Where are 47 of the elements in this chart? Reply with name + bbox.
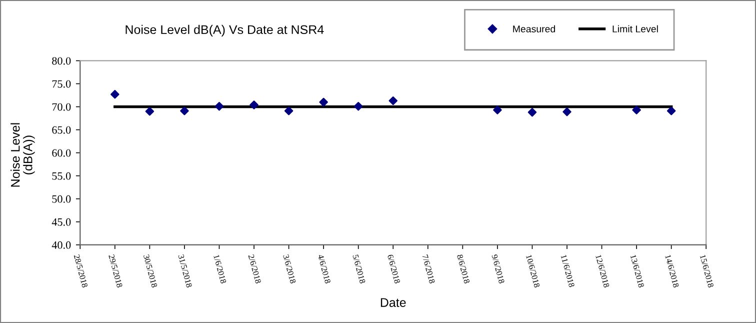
x-tick-label: 5/6/2018 [352,254,366,284]
x-tick-label: 15/6/2018 [700,254,714,288]
y-axis-title: Noise Level (dB(A)) [10,123,35,187]
point [632,106,641,114]
x-tick-label: 3/6/2018 [283,254,296,284]
y-tick-label: 55.0 [52,172,71,180]
point [562,107,572,116]
point [528,108,537,117]
y-tick-label: 65.0 [52,126,71,134]
point [354,102,363,111]
x-tick-label: 8/6/2018 [456,254,470,284]
x-tick-label: 10/6/2018 [526,254,540,288]
y-tick-label: 80.0 [52,57,71,65]
point [180,106,189,116]
y-tick-label: 40.0 [52,241,71,249]
x-axis-title: Date [380,298,406,307]
y-tick-label: 45.0 [52,218,71,226]
y-tick-label: 50.0 [52,195,71,203]
x-tick-label: 7/6/2018 [422,254,436,284]
x-tick-label: 4/6/2018 [318,254,331,284]
x-tick-label: 14/6/2018 [665,254,680,288]
x-tick-label: 31/5/2018 [178,254,192,288]
x-tick-label: 29/5/2018 [108,254,123,288]
x-tick-label: 12/6/2018 [596,254,610,288]
x-tick-label: 2/6/2018 [248,254,262,284]
x-tick-label: 1/6/2018 [214,254,226,284]
legend-label: Limit Level [612,25,658,32]
x-tick-label: 9/6/2018 [492,254,505,284]
x-tick-label: 11/6/2018 [560,254,575,288]
point [250,100,258,110]
legend-label: Measured [513,25,555,32]
point [319,98,328,107]
point [110,90,120,99]
point [666,106,676,116]
y-tick-label: 70.0 [52,103,71,111]
y-tick-label: 75.0 [52,80,71,88]
point [388,96,398,106]
point [214,102,224,111]
y-tick-label: 60.0 [52,149,71,157]
chart-title: Noise Level dB(A) Vs Date at NSR4 [126,24,324,37]
point [145,106,154,116]
x-tick-label: 28/5/2018 [74,254,88,288]
x-tick-label: 6/6/2018 [387,254,400,284]
point [493,106,502,114]
x-tick-label: 13/6/2018 [630,254,644,288]
point [284,106,294,116]
x-tick-label: 30/5/2018 [143,254,158,288]
